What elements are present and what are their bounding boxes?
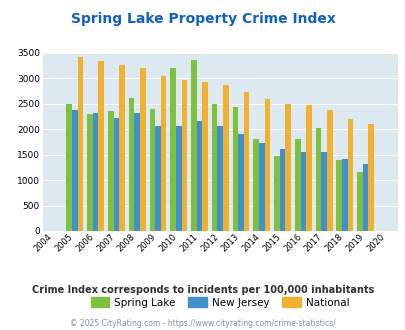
Bar (160, 76, 166, 231)
Bar (253, 139, 258, 231)
Text: Crime Index corresponds to incidents per 100,000 inhabitants: Crime Index corresponds to incidents per… (32, 285, 373, 295)
Bar (196, 121, 202, 231)
Bar (87, 114, 93, 231)
Bar (326, 110, 332, 231)
Bar (175, 126, 181, 231)
Bar (315, 128, 320, 231)
Bar (113, 118, 119, 231)
Bar (336, 160, 341, 231)
Bar (264, 99, 270, 231)
Bar (294, 139, 300, 231)
Bar (232, 107, 238, 231)
Bar (149, 109, 155, 231)
Bar (170, 68, 175, 231)
Bar (66, 104, 72, 231)
Bar (273, 156, 279, 231)
Bar (134, 114, 140, 231)
Bar (202, 82, 207, 231)
Bar (300, 151, 305, 231)
Bar (217, 126, 222, 231)
Bar (119, 65, 124, 231)
Bar (347, 119, 352, 231)
Bar (368, 123, 373, 231)
Bar (222, 85, 228, 231)
Bar (258, 144, 264, 231)
Bar (181, 80, 187, 231)
Bar (238, 134, 243, 231)
Bar (128, 98, 134, 231)
Bar (93, 114, 98, 231)
Bar (243, 92, 249, 231)
Bar (356, 172, 362, 231)
Bar (77, 57, 83, 231)
Bar (279, 148, 285, 231)
Bar (72, 110, 77, 231)
Bar (341, 159, 347, 231)
Bar (108, 111, 113, 231)
Bar (98, 61, 104, 231)
Bar (305, 105, 311, 231)
Bar (285, 104, 290, 231)
Text: Spring Lake Property Crime Index: Spring Lake Property Crime Index (70, 12, 335, 25)
Bar (362, 164, 368, 231)
Bar (140, 68, 145, 231)
Bar (155, 126, 160, 231)
Legend: Spring Lake, New Jersey, National: Spring Lake, New Jersey, National (86, 293, 353, 312)
Bar (320, 151, 326, 231)
Bar (191, 60, 196, 231)
Text: © 2025 CityRating.com - https://www.cityrating.com/crime-statistics/: © 2025 CityRating.com - https://www.city… (70, 319, 335, 328)
Bar (211, 104, 217, 231)
